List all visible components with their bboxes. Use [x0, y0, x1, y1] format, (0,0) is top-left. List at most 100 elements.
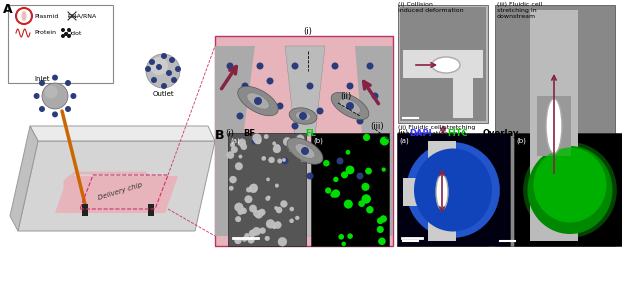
Bar: [453, 53, 473, 118]
Circle shape: [250, 184, 258, 191]
Circle shape: [356, 173, 363, 180]
Text: (i): (i): [304, 27, 312, 36]
Polygon shape: [18, 141, 215, 231]
Polygon shape: [215, 46, 255, 236]
Circle shape: [262, 156, 266, 160]
Bar: [400, 7, 486, 121]
Circle shape: [65, 106, 71, 112]
Circle shape: [52, 74, 58, 81]
Circle shape: [347, 233, 353, 239]
Ellipse shape: [238, 86, 278, 116]
Circle shape: [301, 158, 305, 162]
Circle shape: [289, 149, 292, 152]
Circle shape: [244, 233, 249, 238]
Circle shape: [67, 28, 71, 32]
Circle shape: [269, 157, 274, 163]
Circle shape: [34, 93, 40, 99]
Text: (b): (b): [313, 138, 323, 144]
Circle shape: [235, 216, 241, 222]
Circle shape: [166, 70, 172, 76]
Circle shape: [380, 137, 389, 146]
Ellipse shape: [289, 108, 317, 124]
Circle shape: [277, 103, 284, 110]
Polygon shape: [55, 176, 178, 213]
Bar: [403, 178, 483, 206]
Text: DAPI: DAPI: [409, 129, 432, 138]
Bar: [82, 204, 88, 216]
Circle shape: [332, 62, 338, 69]
Circle shape: [277, 159, 282, 163]
Circle shape: [379, 215, 387, 223]
Ellipse shape: [436, 175, 448, 210]
Circle shape: [366, 206, 374, 214]
Text: Qdot: Qdot: [67, 31, 82, 35]
Circle shape: [257, 140, 261, 144]
Text: DNA/RNA: DNA/RNA: [67, 13, 96, 19]
Circle shape: [273, 145, 281, 153]
Circle shape: [344, 200, 353, 209]
Text: B: B: [215, 129, 225, 142]
Circle shape: [156, 64, 162, 70]
Bar: [398, 136, 488, 246]
Circle shape: [236, 112, 243, 119]
Circle shape: [45, 86, 58, 99]
Text: Delivery chip: Delivery chip: [97, 182, 143, 201]
Ellipse shape: [331, 92, 369, 120]
Circle shape: [266, 219, 275, 228]
Bar: [530, 10, 578, 241]
Bar: [403, 50, 483, 78]
Circle shape: [315, 156, 322, 162]
Circle shape: [361, 194, 371, 204]
Circle shape: [267, 196, 270, 199]
Circle shape: [150, 57, 168, 75]
Ellipse shape: [407, 142, 499, 237]
Circle shape: [65, 80, 71, 86]
Ellipse shape: [414, 148, 492, 232]
Ellipse shape: [287, 138, 323, 164]
Circle shape: [378, 237, 386, 245]
Circle shape: [283, 137, 292, 146]
Ellipse shape: [247, 93, 269, 109]
Circle shape: [39, 80, 45, 86]
Text: (iii): (iii): [370, 121, 384, 130]
Circle shape: [259, 209, 266, 216]
Circle shape: [171, 77, 177, 83]
Circle shape: [169, 57, 175, 63]
Circle shape: [254, 97, 262, 105]
Circle shape: [292, 123, 299, 130]
Circle shape: [295, 216, 299, 220]
Circle shape: [346, 166, 355, 175]
Circle shape: [235, 162, 243, 170]
Text: (ii): (ii): [340, 92, 351, 101]
Bar: [537, 96, 571, 156]
Circle shape: [377, 226, 384, 233]
Circle shape: [265, 236, 269, 241]
Circle shape: [231, 146, 238, 153]
Text: FL: FL: [305, 129, 316, 138]
Text: (ii) Fluidic cell stretching
near stagnation point: (ii) Fluidic cell stretching near stagna…: [398, 125, 475, 136]
Text: FITC: FITC: [447, 129, 468, 138]
Text: (b): (b): [516, 138, 526, 144]
Circle shape: [241, 83, 249, 90]
Ellipse shape: [546, 99, 562, 153]
Circle shape: [253, 227, 261, 235]
Ellipse shape: [524, 142, 616, 237]
Circle shape: [42, 83, 68, 109]
Circle shape: [371, 92, 379, 99]
Circle shape: [238, 210, 243, 215]
Circle shape: [70, 93, 77, 99]
Circle shape: [366, 62, 373, 69]
Text: (i): (i): [225, 129, 234, 138]
Circle shape: [244, 196, 252, 203]
Text: (a): (a): [230, 138, 239, 144]
Circle shape: [275, 184, 279, 187]
Circle shape: [161, 53, 167, 59]
Circle shape: [337, 157, 343, 164]
Circle shape: [234, 203, 243, 212]
Polygon shape: [10, 126, 38, 231]
Text: A: A: [3, 3, 12, 16]
Text: BF: BF: [243, 129, 255, 138]
Circle shape: [64, 32, 68, 36]
Circle shape: [264, 134, 269, 139]
Ellipse shape: [22, 11, 27, 21]
